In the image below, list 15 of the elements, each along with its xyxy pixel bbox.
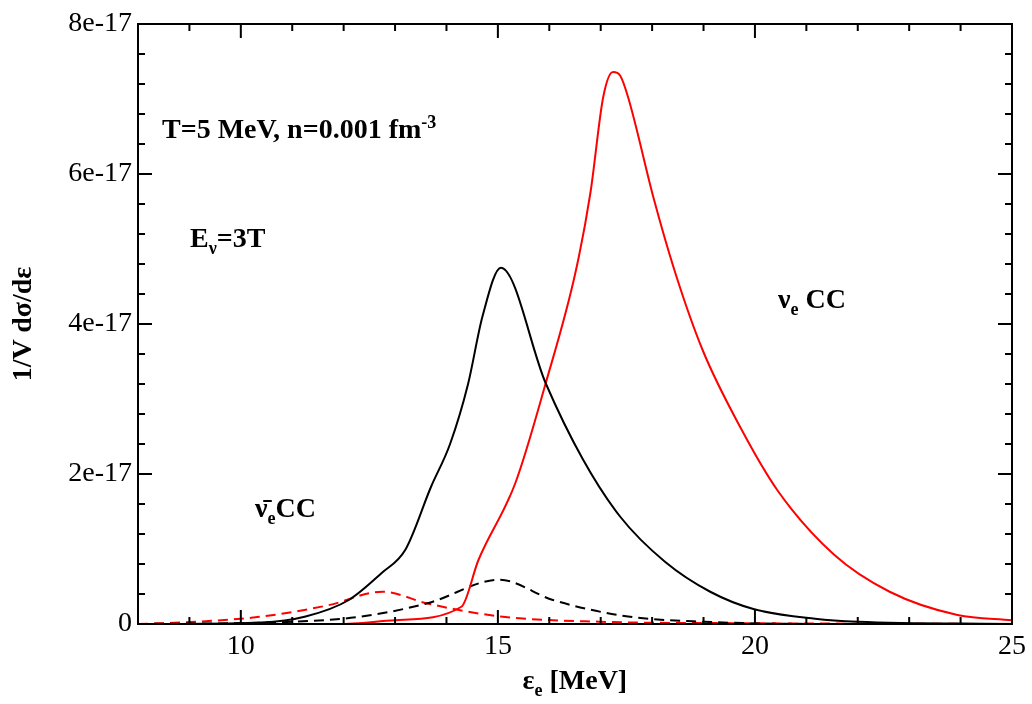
y-tick-label: 2e-17 — [68, 456, 132, 488]
annotation: T=5 MeV, n=0.001 fm$^{-3}$ — [162, 112, 437, 146]
x-tick-label: 25 — [998, 629, 1026, 661]
x-tick-label: 15 — [483, 629, 512, 661]
annotation: E$_{ν}$=3T — [190, 222, 266, 259]
annotation: ν̄$_{e}$CC — [255, 492, 316, 529]
y-tick-label: 6e-17 — [68, 156, 132, 188]
y-axis-title: 1/V dσ/dε — [5, 266, 38, 382]
annotation: ν$_{e}$ CC — [778, 283, 846, 320]
y-tick-label: 8e-17 — [68, 6, 132, 38]
y-tick-label: 4e-17 — [68, 306, 132, 338]
x-tick-label: 10 — [226, 629, 255, 661]
x-axis-title: ε$_{e}$ [MeV] — [522, 664, 628, 701]
x-tick-label: 20 — [740, 629, 769, 661]
y-tick-label: 0 — [118, 606, 132, 638]
